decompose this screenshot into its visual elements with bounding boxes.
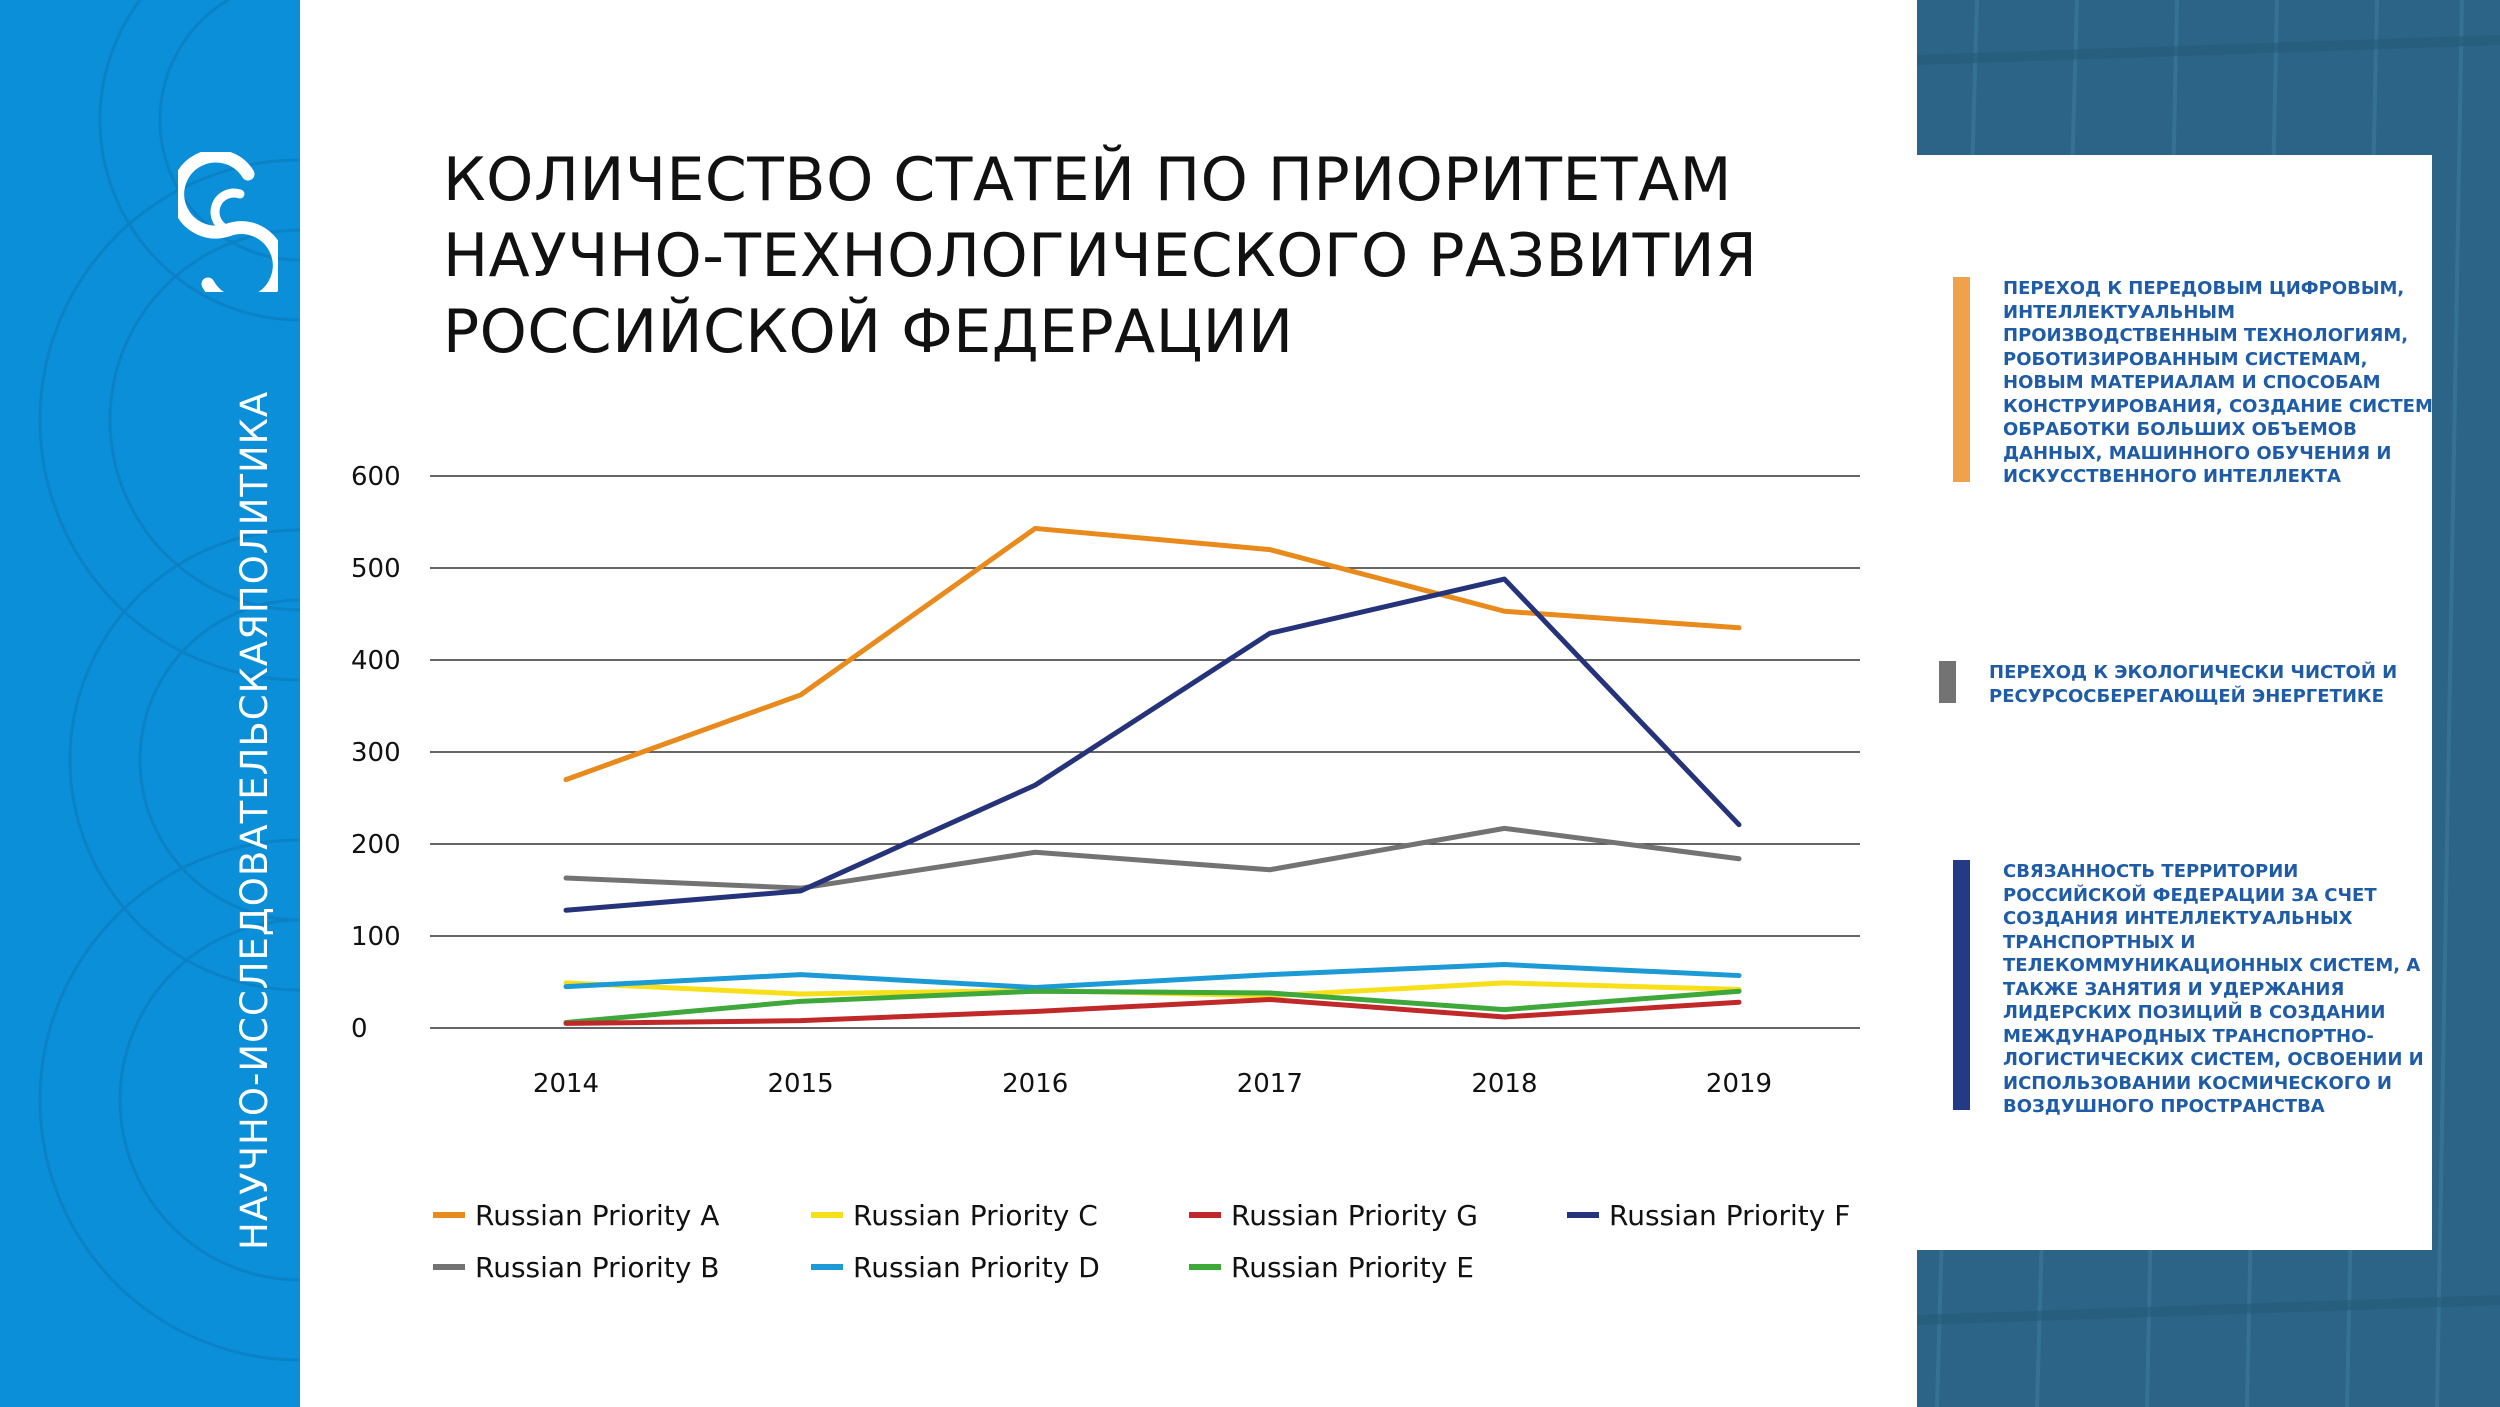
legend-entry: Russian Priority F xyxy=(1567,1199,1850,1232)
y-tick-label: 100 xyxy=(351,922,401,952)
chart-legend: Russian Priority A Russian Priority C Russ… xyxy=(433,1199,1850,1284)
series-line-russian-priority-g xyxy=(563,996,1742,1026)
legend-entry: Russian Priority B xyxy=(433,1251,719,1284)
legend-color-bar xyxy=(1953,860,1970,1110)
legend-entry: Russian Priority G xyxy=(1189,1199,1478,1232)
x-axis-ticks: 2014 2015 2016 2017 2018 2019 xyxy=(533,1069,1772,1099)
y-tick-label: 200 xyxy=(351,830,401,860)
chart-grid xyxy=(430,475,1860,1029)
title-line: НАУЧНО-ТЕХНОЛОГИЧЕСКОГО РАЗВИТИЯ xyxy=(443,221,1758,291)
legend-entry: Russian Priority C xyxy=(811,1199,1098,1232)
legend-description: ПЕРЕХОД К ЭКОЛОГИЧЕСКИ ЧИСТОЙ И РЕСУРСОС… xyxy=(1989,662,2398,707)
y-tick-label: 0 xyxy=(351,1014,368,1044)
y-tick-label: 600 xyxy=(351,462,401,492)
y-tick-label: 300 xyxy=(351,738,401,768)
title-line: КОЛИЧЕСТВО СТАТЕЙ ПО ПРИОРИТЕТАМ xyxy=(443,145,1732,215)
y-tick-label: 400 xyxy=(351,646,401,676)
legend-entry: Russian Priority A xyxy=(433,1199,719,1232)
series-line-russian-priority-f xyxy=(563,576,1742,913)
series-line-russian-priority-b xyxy=(563,825,1742,891)
legend-label: Russian Priority F xyxy=(1609,1199,1850,1232)
legend-color-bar xyxy=(1939,661,1956,703)
page-title: КОЛИЧЕСТВО СТАТЕЙ ПО ПРИОРИТЕТАМ НАУЧНО-… xyxy=(443,142,1843,370)
x-tick-label: 2017 xyxy=(1237,1069,1303,1099)
x-tick-label: 2019 xyxy=(1706,1069,1772,1099)
x-tick-label: 2018 xyxy=(1471,1069,1537,1099)
left-sidebar-band: НАУЧНО-ИССЛЕДОВАТЕЛЬСКАЯПОЛИТИКА xyxy=(0,0,300,1407)
legend-label: Russian Priority C xyxy=(853,1199,1098,1232)
y-tick-label: 500 xyxy=(351,554,401,584)
legend-description: СВЯЗАННОСТЬ ТЕРРИТОРИИ РОССИЙСКОЙ ФЕДЕРА… xyxy=(2003,861,2424,1117)
y-axis-ticks: 0 100 200 300 400 500 600 xyxy=(351,462,401,1044)
legend-entry: Russian Priority D xyxy=(811,1251,1100,1284)
legend-label: Russian Priority B xyxy=(475,1251,719,1284)
x-tick-label: 2014 xyxy=(533,1069,599,1099)
legend-entry: Russian Priority E xyxy=(1189,1251,1474,1284)
legend-label: Russian Priority D xyxy=(853,1251,1100,1284)
s-logo-icon xyxy=(178,152,278,292)
legend-color-bar xyxy=(1953,277,1970,482)
title-line: РОССИЙСКОЙ ФЕДЕРАЦИИ xyxy=(443,297,1294,367)
legend-description: ПЕРЕХОД К ПЕРЕДОВЫМ ЦИФРОВЫМ, ИНТЕЛЛЕКТУ… xyxy=(2003,278,2433,487)
legend-label: Russian Priority G xyxy=(1231,1199,1478,1232)
x-tick-label: 2015 xyxy=(768,1069,834,1099)
series-line-russian-priority-a xyxy=(563,525,1742,783)
legend-label: Russian Priority E xyxy=(1231,1251,1474,1284)
series-line-russian-priority-e xyxy=(563,988,1742,1025)
series-line-russian-priority-d xyxy=(563,962,1742,991)
priority-legend-panel: ПЕРЕХОД К ПЕРЕДОВЫМ ЦИФРОВЫМ, ИНТЕЛЛЕКТУ… xyxy=(1917,155,2433,1250)
x-tick-label: 2016 xyxy=(1002,1069,1068,1099)
chart-series xyxy=(563,525,1742,1026)
decorative-arcs xyxy=(38,0,300,1362)
legend-label: Russian Priority A xyxy=(475,1199,719,1232)
